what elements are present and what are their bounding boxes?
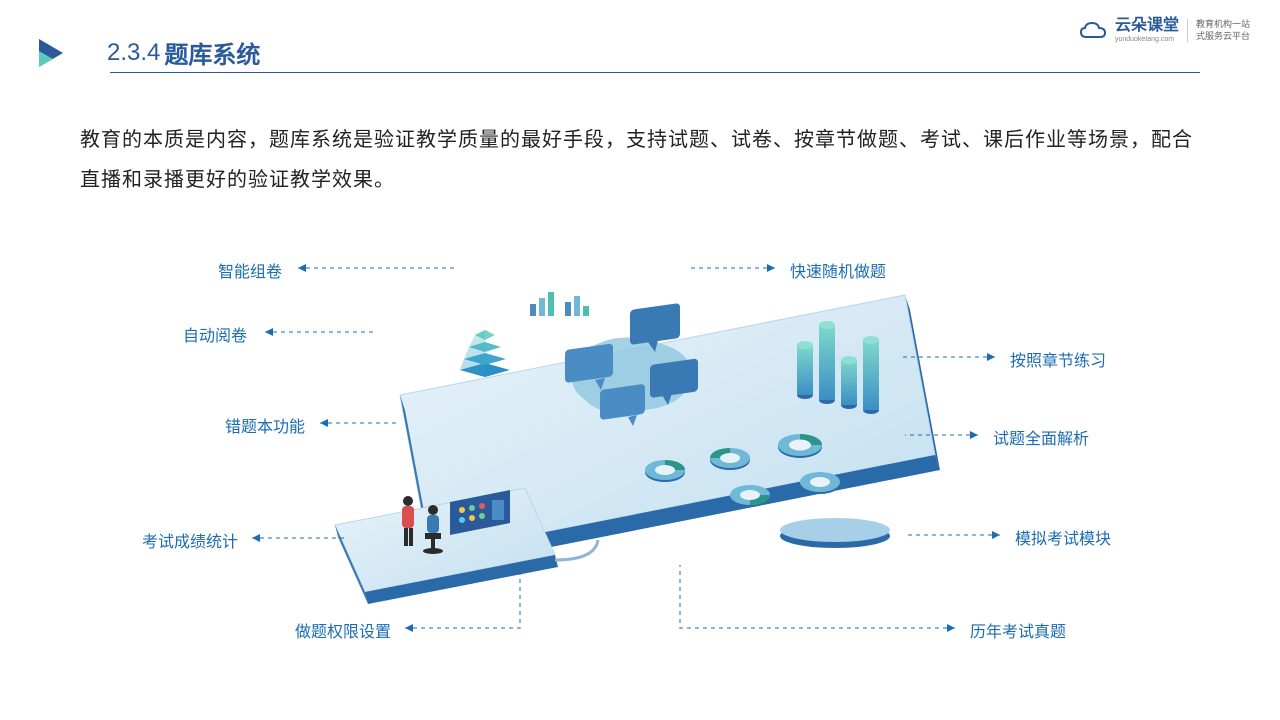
feature-label: 试题全面解析 <box>993 425 1089 449</box>
feature-label: 智能组卷 <box>218 258 282 282</box>
tagline-line-1: 教育机构一站 <box>1196 19 1250 31</box>
feature-label: 历年考试真题 <box>970 618 1066 642</box>
logo-tagline: 教育机构一站 式服务云平台 <box>1187 19 1250 42</box>
feature-label: 错题本功能 <box>225 413 305 437</box>
feature-label: 自动阅卷 <box>183 322 247 346</box>
cloud-icon <box>1079 21 1107 41</box>
section-number: 2.3.4 <box>107 39 160 67</box>
tagline-line-2: 式服务云平台 <box>1196 31 1250 43</box>
feature-label: 按照章节练习 <box>1010 347 1106 371</box>
header-play-icon <box>35 37 67 69</box>
feature-label: 做题权限设置 <box>295 618 391 642</box>
section-title: 题库系统 <box>164 35 260 70</box>
logo-brand-name: 云朵课堂 <box>1115 18 1179 34</box>
pyramid-element <box>460 315 510 377</box>
feature-diagram: 智能组卷自动阅卷错题本功能考试成绩统计做题权限设置 快速随机做题按照章节练习试题全… <box>0 220 1280 700</box>
logo-url: yunduoketang.com <box>1115 36 1179 43</box>
brand-logo: 云朵课堂 yunduoketang.com 教育机构一站 式服务云平台 <box>1079 18 1250 43</box>
feature-label: 考试成绩统计 <box>142 528 238 552</box>
feature-label: 快速随机做题 <box>790 258 886 282</box>
mini-bars <box>530 292 589 316</box>
isometric-illustration <box>0 220 1280 700</box>
slide-description: 教育的本质是内容，题库系统是验证教学质量的最好手段，支持试题、试卷、按章节做题、… <box>80 120 1200 200</box>
title-underline <box>110 72 1200 73</box>
pill-element <box>780 518 890 548</box>
feature-label: 模拟考试模块 <box>1015 525 1111 549</box>
